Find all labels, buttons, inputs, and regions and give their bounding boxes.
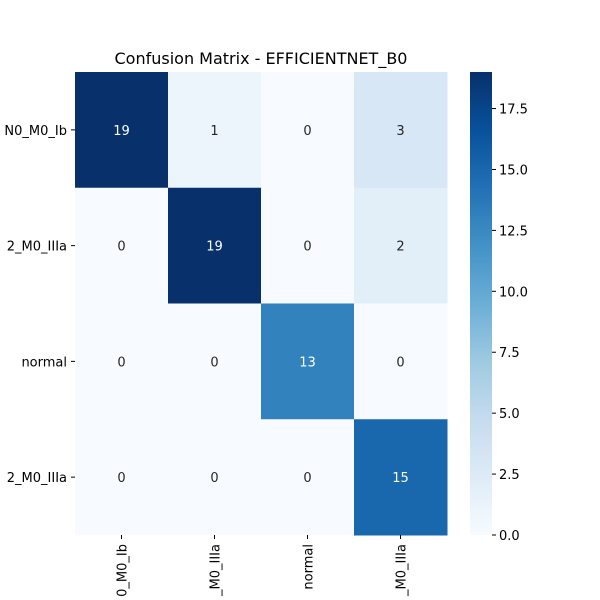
y-tick-label: N0_M0_Ib — [4, 124, 67, 139]
cell-value-label: 0 — [210, 471, 218, 486]
cell-value-label: 19 — [113, 124, 130, 139]
y-tick-label: 2_M0_IIIa — [7, 471, 67, 486]
x-axis: 0_M0_Ib _M0_IIIa normal _M0_IIIa — [116, 535, 410, 597]
x-tick-label: 0_M0_Ib — [116, 544, 131, 597]
chart-title: Confusion Matrix - EFFICIENTNET_B0 — [115, 49, 408, 69]
heatmap-cell — [168, 303, 262, 420]
colorbar-tick-label: 7.5 — [499, 346, 520, 361]
cell-value-label: 0 — [303, 471, 311, 486]
colorbar-tick-label: 0.0 — [499, 529, 520, 544]
cell-value-label: 15 — [392, 471, 409, 486]
heatmap-cell — [75, 303, 169, 420]
heatmap-cell — [75, 72, 169, 189]
colorbar — [470, 72, 492, 535]
colorbar-tick-label: 2.5 — [499, 468, 520, 483]
cell-value-label: 0 — [117, 471, 125, 486]
heatmap-cells: 19 1 0 3 0 19 0 2 0 0 13 0 0 0 0 15 — [75, 72, 448, 536]
cell-value-label: 1 — [210, 124, 218, 139]
colorbar-tick-label: 17.5 — [499, 103, 528, 118]
cell-value-label: 19 — [206, 240, 223, 255]
colorbar-tick-label: 5.0 — [499, 407, 520, 422]
heatmap-cell — [168, 187, 262, 304]
cell-value-label: 0 — [117, 240, 125, 255]
x-tick-label: normal — [302, 544, 317, 590]
cell-value-label: 0 — [303, 124, 311, 139]
heatmap-cell — [261, 419, 355, 536]
heatmap-cell — [354, 187, 448, 304]
cell-value-label: 0 — [210, 355, 218, 370]
heatmap-cell — [354, 419, 448, 536]
heatmap-cell — [168, 419, 262, 536]
heatmap-cell — [75, 419, 169, 536]
heatmap-cell — [261, 303, 355, 420]
colorbar-tick-label: 12.5 — [499, 224, 528, 239]
y-tick-label: 2_M0_IIIa — [7, 240, 67, 255]
cell-value-label: 3 — [396, 124, 404, 139]
heatmap-cell — [354, 72, 448, 189]
cell-value-label: 13 — [299, 355, 316, 370]
colorbar-tick-label: 15.0 — [499, 163, 528, 178]
cell-value-label: 0 — [396, 355, 404, 370]
heatmap-cell — [354, 303, 448, 420]
heatmap-cell — [261, 187, 355, 304]
heatmap-cell — [168, 72, 262, 189]
x-tick-label: _M0_IIIa — [395, 544, 410, 597]
y-tick-label: normal — [21, 355, 67, 370]
x-tick-label: _M0_IIIa — [209, 544, 224, 597]
cell-value-label: 0 — [117, 355, 125, 370]
cell-value-label: 0 — [303, 240, 311, 255]
heatmap-cell — [261, 72, 355, 189]
colorbar-axis: 0.0 2.5 5.0 7.5 10.0 12.5 15.0 17.5 — [492, 103, 528, 544]
colorbar-tick-label: 10.0 — [499, 285, 528, 300]
cell-value-label: 2 — [396, 240, 404, 255]
heatmap-cell — [75, 187, 169, 304]
